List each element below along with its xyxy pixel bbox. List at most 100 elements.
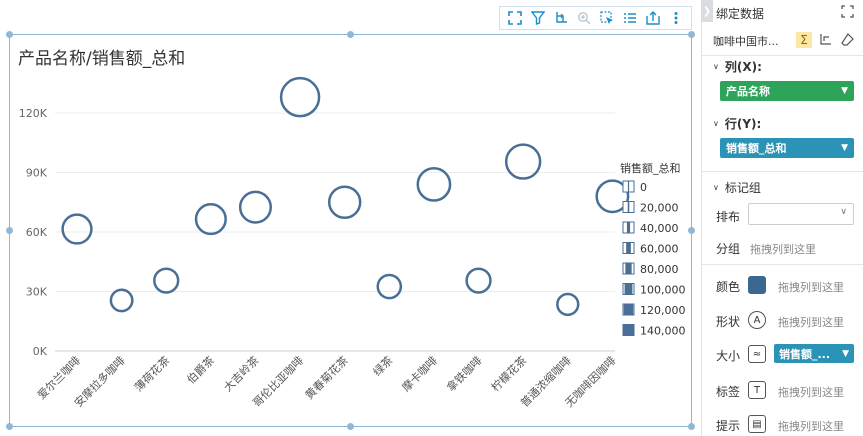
shape-icon[interactable]: A <box>748 311 766 329</box>
legend-label: 140,000 <box>640 325 686 338</box>
legend-label: 120,000 <box>640 304 686 317</box>
list-icon[interactable] <box>621 9 639 27</box>
x-tick-label: 伯爵茶 <box>184 353 217 386</box>
dropdown-arrow-icon[interactable]: ▼ <box>841 143 848 153</box>
columns-field: 产品名称 <box>726 85 770 98</box>
resize-handle-tr[interactable] <box>688 31 695 38</box>
resize-handle-mr[interactable] <box>688 227 695 234</box>
tag-icon[interactable]: T <box>748 381 766 399</box>
y-tick-label: 120K <box>19 107 48 120</box>
x-tick-label: 柠檬花茶 <box>488 353 529 394</box>
size-label: 大小 <box>716 349 741 363</box>
chart-widget[interactable] <box>9 34 692 427</box>
swap-axes-icon[interactable] <box>840 4 855 22</box>
sum-icon[interactable]: Σ <box>796 32 812 48</box>
legend-swatch-fill <box>625 263 632 274</box>
resize-handle-br[interactable] <box>688 423 695 430</box>
size-field-pill[interactable]: 销售额_... ▼ <box>774 344 854 363</box>
dataset-name[interactable]: 咖啡中国市... <box>713 35 779 48</box>
drill-icon[interactable] <box>552 9 570 27</box>
x-tick-label: 拿铁咖啡 <box>444 353 485 394</box>
shape-dropzone[interactable]: 拖拽列到这里 <box>778 316 844 329</box>
bubble-point <box>279 76 321 118</box>
layout-select[interactable]: ∨ <box>748 203 854 225</box>
x-tick-label: 黄春菊花茶 <box>302 353 351 402</box>
fullscreen-icon[interactable] <box>506 9 524 27</box>
export-icon[interactable] <box>644 9 662 27</box>
dropdown-arrow-icon[interactable]: ▼ <box>841 86 848 96</box>
resize-handle-ml[interactable] <box>6 227 13 234</box>
bubble-point <box>109 288 134 313</box>
legend-swatch-fill <box>627 201 630 213</box>
chevron-down-icon[interactable]: ∨ <box>713 118 719 128</box>
bubble-point <box>556 292 580 317</box>
group-label: 分组 <box>716 242 741 256</box>
tooltip-icon[interactable]: ▤ <box>748 415 766 433</box>
legend-label: 80,000 <box>640 263 679 276</box>
columns-field-pill[interactable]: 产品名称 ▼ <box>720 81 854 101</box>
bubble-point <box>595 179 630 214</box>
legend-label: 20,000 <box>640 202 679 215</box>
resize-handle-bm[interactable] <box>347 423 354 430</box>
select-icon[interactable] <box>598 9 616 27</box>
collapse-panel-icon[interactable]: ❯ <box>701 0 713 22</box>
zoom-icon[interactable] <box>575 9 593 27</box>
rows-field: 销售额_总和 <box>726 142 787 155</box>
legend-swatch-fill <box>626 242 631 254</box>
bubble-point <box>61 213 93 245</box>
rows-field-pill[interactable]: 销售额_总和 ▼ <box>720 138 854 158</box>
bubble-point <box>194 203 227 236</box>
chart-toolbar <box>499 6 692 30</box>
x-tick-label: 爱尔兰咖啡 <box>34 353 83 402</box>
columns-label: 列(X): <box>724 59 762 74</box>
chevron-down-icon[interactable]: ∨ <box>713 182 719 192</box>
legend-label: 60,000 <box>640 243 679 256</box>
bubble-point <box>238 190 273 224</box>
chevron-down-icon: ∨ <box>840 207 847 217</box>
y-tick-label: 0K <box>33 345 48 358</box>
legend-swatch-fill <box>624 283 633 295</box>
sort-icon[interactable] <box>819 33 832 49</box>
color-dropzone[interactable]: 拖拽列到这里 <box>778 281 844 294</box>
bubble-point <box>327 185 362 219</box>
eraser-icon[interactable] <box>841 33 854 49</box>
legend-swatch-fill <box>623 324 634 336</box>
rows-label: 行(Y): <box>724 116 762 131</box>
bubble-point <box>465 267 492 294</box>
x-tick-label: 绿茶 <box>370 353 395 378</box>
size-field: 销售额_... <box>779 347 831 361</box>
tip-label: 提示 <box>716 419 741 433</box>
dropdown-arrow-icon[interactable]: ▼ <box>842 348 849 359</box>
more-icon[interactable] <box>667 9 685 27</box>
x-tick-label: 大吉岭茶 <box>221 353 262 394</box>
group-dropzone[interactable]: 拖拽列到这里 <box>750 243 816 256</box>
resize-handle-bl[interactable] <box>6 423 13 430</box>
legend-swatch-fill <box>627 181 630 192</box>
size-icon[interactable]: ≈ <box>748 345 766 363</box>
tag-dropzone[interactable]: 拖拽列到这里 <box>778 386 844 399</box>
x-tick-label: 摩卡咖啡 <box>399 353 440 394</box>
chevron-down-icon[interactable]: ∨ <box>713 61 719 71</box>
legend-title: 销售额_总和 <box>620 161 681 175</box>
bubble-point <box>376 273 403 300</box>
color-swatch-icon[interactable] <box>748 276 766 294</box>
tag-label: 标签 <box>716 385 741 399</box>
tip-dropzone[interactable]: 拖拽列到这里 <box>778 420 844 433</box>
binding-panel: 绑定数据 咖啡中国市... Σ ∨ 列(X): 产品名称 ▼ ∨ 行(Y): 销… <box>701 0 863 436</box>
layout-label: 排布 <box>716 210 741 224</box>
resize-handle-tl[interactable] <box>6 31 13 38</box>
marks-label: 标记组 <box>724 180 761 195</box>
legend-swatch-fill <box>623 304 634 315</box>
legend-label: 40,000 <box>640 222 679 235</box>
legend-swatch-fill <box>626 222 631 233</box>
y-tick-label: 90K <box>26 167 48 180</box>
chart-title: 产品名称/销售额_总和 <box>18 49 186 69</box>
panel-title: 绑定数据 <box>716 6 765 21</box>
legend-label: 0 <box>640 181 647 194</box>
legend-label: 100,000 <box>640 284 686 297</box>
color-label: 颜色 <box>716 280 741 294</box>
bubble-point <box>153 267 180 294</box>
filter-icon[interactable] <box>529 9 547 27</box>
resize-handle-tm[interactable] <box>347 31 354 38</box>
